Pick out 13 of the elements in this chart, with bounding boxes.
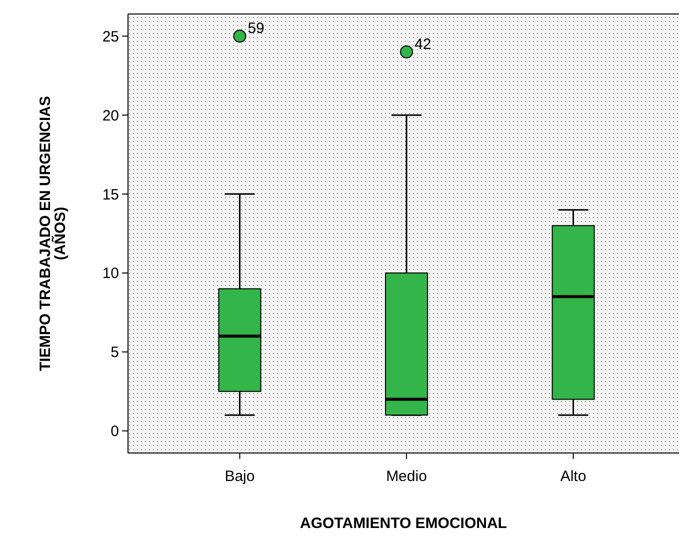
y-tick-label: 10 [102, 265, 119, 282]
y-tick-label: 0 [110, 423, 119, 440]
y-tick-label: 25 [102, 28, 119, 46]
x-axis-title: AGOTAMIENTO EMOCIONAL [300, 515, 507, 532]
x-tick-label: Alto [560, 468, 586, 485]
annotation: 42 [414, 36, 432, 53]
x-tick-label: Medio [386, 468, 427, 485]
y-tick-label: 15 [102, 186, 119, 204]
x-tick-label: Bajo [224, 468, 255, 485]
y-axis-title: TIEMPO TRABAJADO EN URGENCIAS (AÑOS) [37, 96, 69, 372]
annotation: 59 [248, 20, 264, 38]
y-tick-label: 5 [110, 344, 119, 362]
y-tick-label: 20 [102, 107, 119, 124]
